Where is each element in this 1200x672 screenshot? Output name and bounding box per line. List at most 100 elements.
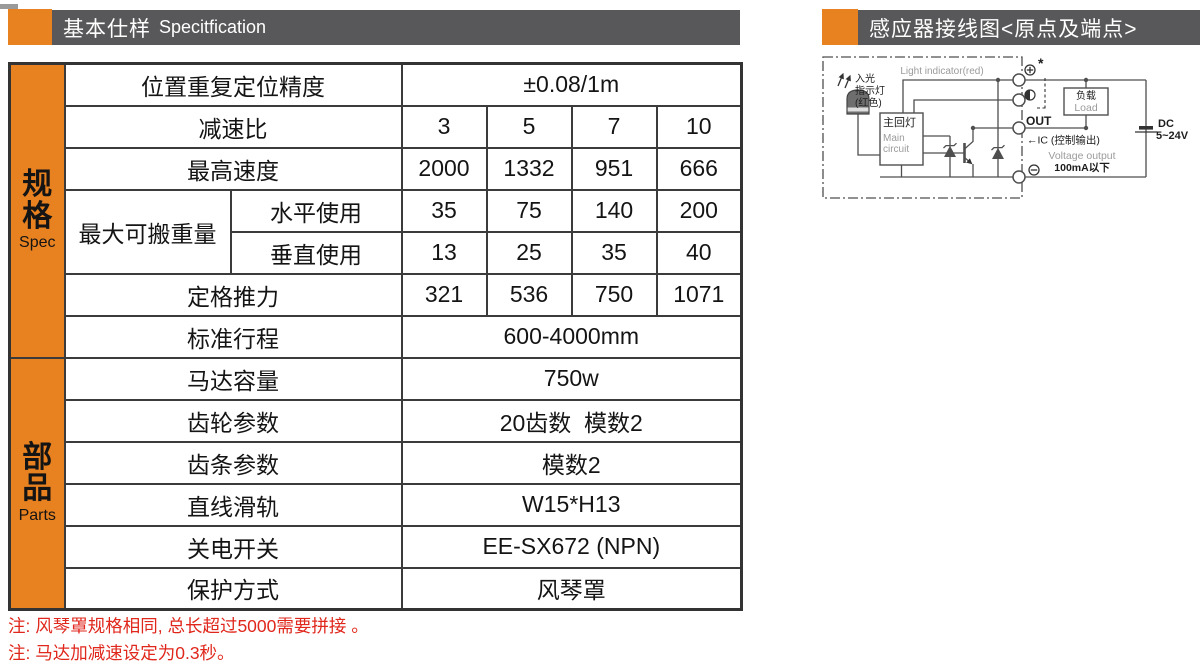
spec-value: 5 [485, 104, 573, 149]
spec-row-label: 关电开关 [63, 524, 403, 569]
spec-value: 10 [655, 104, 743, 149]
spec-row-label: 保护方式 [63, 566, 403, 611]
spec-row-label: 减速比 [63, 104, 403, 149]
spec-row-label: 垂直使用 [229, 230, 403, 275]
spec-row-label: 水平使用 [229, 188, 403, 233]
terminal-light [1012, 93, 1026, 107]
dc-voltage-label-line2: 5~24V [1156, 130, 1189, 142]
zener-diode-right-icon [991, 144, 1005, 159]
light-indicator-label: Light indicator(red) [900, 66, 983, 77]
spec-value: W15*H13 [400, 482, 743, 527]
table-row: 关电开关 EE-SX672 (NPN) [10, 524, 743, 569]
header-accent-square [822, 9, 858, 45]
table-row: 齿条参数 模数2 [10, 440, 743, 485]
section-cell-parts: 部品 Parts [8, 356, 66, 611]
spec-value: 13 [400, 230, 488, 275]
spec-row-label: 位置重复定位精度 [63, 62, 403, 107]
spec-value: 140 [570, 188, 658, 233]
table-row: 最高速度 2000 1332 951 666 [10, 146, 743, 191]
table-row: 齿轮参数 20齿数 模数2 [10, 398, 743, 443]
table-row: 标准行程 600-4000mm [10, 314, 743, 359]
spec-value: 750 [570, 272, 658, 317]
spec-parts-table: 规格 Spec 位置重复定位精度 ±0.08/1m 减速比 3 5 7 10 最… [8, 62, 744, 611]
footnotes: 注: 风琴罩规格相同, 总长超过5000需要拼接 。 注: 马达加减速设定为0.… [8, 613, 369, 667]
main-circuit-label-en2: circuit [883, 144, 909, 155]
spec-value: 40 [655, 230, 743, 275]
main-circuit-label-en1: Main [883, 133, 905, 144]
spec-value: ±0.08/1m [400, 62, 743, 107]
header-bar: 基本仕样 Specitfication [52, 10, 740, 45]
main-circuit-label-cn: 主回灯 [883, 116, 916, 129]
spec-row-label: 标准行程 [63, 314, 403, 359]
spec-value: 3 [400, 104, 488, 149]
spec-value: 536 [485, 272, 573, 317]
spec-row-label: 直线滑轨 [63, 482, 403, 527]
spec-row-label: 齿条参数 [63, 440, 403, 485]
table-row: 部品 Parts 马达容量 750w [8, 356, 743, 611]
current-limit-label: 100mA以下 [1054, 162, 1110, 174]
star-note: * [1038, 55, 1044, 71]
spec-value: 951 [570, 146, 658, 191]
half-circle-symbol-icon [1024, 89, 1036, 101]
basic-spec-title-en: Specitfication [159, 17, 267, 37]
table-row: 保护方式 风琴罩 [10, 566, 743, 611]
spec-value: 1332 [485, 146, 573, 191]
zener-diode-left-icon [943, 142, 957, 157]
load-label-cn: 负载 [1076, 89, 1096, 102]
mode-select-dashes [1037, 78, 1047, 109]
table-row: 定格推力 321 536 750 1071 [10, 272, 743, 317]
transistor-icon [963, 128, 974, 177]
minus-symbol-icon [1028, 164, 1040, 176]
section-header-sensor-wiring: 感应器接线图<原点及端点> [822, 9, 1200, 46]
ic-output-label: ←IC (控制输出) [1027, 134, 1100, 147]
spec-value: 2000 [400, 146, 488, 191]
spec-row-label: 马达容量 [63, 356, 403, 401]
spec-value: 600-4000mm [400, 314, 743, 359]
terminal-minus [1012, 170, 1026, 184]
junction-dots [970, 77, 1089, 131]
parts-section-cn: 部品 [22, 440, 53, 506]
spec-value: 666 [655, 146, 743, 191]
sensor-wiring-diagram: 入光 指示灯 (红色) Light indicator(red) 主回灯 Mai… [822, 55, 1189, 199]
spec-value: 25 [485, 230, 573, 275]
terminal-plus [1012, 73, 1026, 87]
corner-artifact [0, 4, 18, 9]
sensor-outline-box [822, 56, 1023, 199]
spec-value: 风琴罩 [400, 566, 743, 611]
spec-row-label: 最高速度 [63, 146, 403, 191]
spec-value: 750w [400, 356, 743, 401]
header-accent-square [8, 9, 52, 45]
out-label: OUT [1026, 114, 1052, 128]
section-cell-spec: 规格 Spec [8, 62, 66, 359]
note-line: 注: 风琴罩规格相同, 总长超过5000需要拼接 。 [8, 616, 369, 636]
terminals [1012, 73, 1026, 184]
spec-value: 200 [655, 188, 743, 233]
parts-section-en: Parts [18, 506, 56, 524]
spec-value: 1071 [655, 272, 743, 317]
section-header-basic-spec: 基本仕样 Specitfication [8, 9, 740, 46]
load-box [1063, 87, 1109, 116]
basic-spec-title-cn: 基本仕样 [63, 17, 151, 41]
light-arrows-icon [837, 72, 851, 89]
battery-icon [1135, 126, 1157, 133]
header-bar: 感应器接线图<原点及端点> [858, 10, 1200, 45]
spec-row-label: 齿轮参数 [63, 398, 403, 443]
spec-section-en: Spec [19, 234, 56, 252]
spec-value: 35 [400, 188, 488, 233]
dc-voltage-label-line1: DC [1158, 118, 1174, 130]
plus-symbol-icon [1024, 64, 1036, 76]
led-label-line3: (红色) [855, 96, 882, 109]
spec-value: EE-SX672 (NPN) [400, 524, 743, 569]
led-icon [846, 89, 870, 115]
table-row: 规格 Spec 位置重复定位精度 ±0.08/1m [8, 62, 743, 359]
led-label-line2: 指示灯 [855, 84, 885, 97]
spec-value: 35 [570, 230, 658, 275]
spec-value: 321 [400, 272, 488, 317]
led-label-line1: 入光 [855, 72, 875, 85]
sensor-wiring-title: 感应器接线图<原点及端点> [869, 17, 1138, 41]
table-row: 减速比 3 5 7 10 [10, 104, 743, 149]
main-circuit-box [879, 112, 924, 166]
spec-value: 7 [570, 104, 658, 149]
table-row: 直线滑轨 W15*H13 [10, 482, 743, 527]
